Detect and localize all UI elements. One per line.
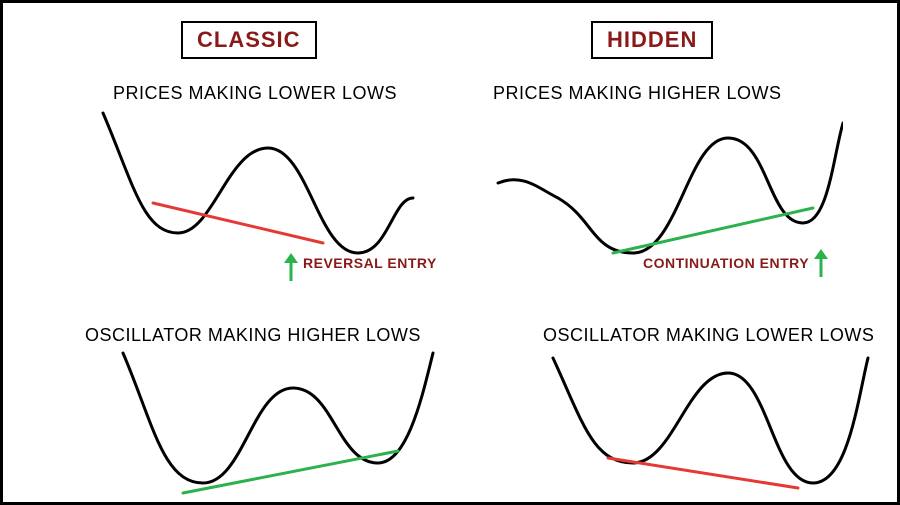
header-classic: CLASSIC [181, 21, 317, 59]
wave-curve [498, 123, 843, 253]
header-hidden: HIDDEN [591, 21, 713, 59]
label-reversal-entry: REVERSAL ENTRY [303, 255, 437, 271]
trend-line [153, 203, 323, 243]
wave-curve [123, 353, 433, 483]
trend-line [613, 208, 813, 253]
diagram-frame: CLASSIC HIDDEN PRICES MAKING LOWER LOWS … [0, 0, 900, 505]
trend-line [608, 458, 798, 488]
panel-hidden-osc [538, 343, 878, 503]
arrow-continuation-entry-icon [811, 249, 831, 279]
panel-classic-osc [103, 343, 443, 503]
trend-line [183, 451, 398, 493]
wave-curve [103, 113, 413, 253]
panel-hidden-price [483, 103, 843, 263]
panel-classic-price [83, 103, 423, 263]
subhead-classic-price: PRICES MAKING LOWER LOWS [113, 83, 397, 104]
wave-curve [553, 358, 868, 483]
subhead-hidden-price: PRICES MAKING HIGHER LOWS [493, 83, 782, 104]
arrow-reversal-entry-icon [281, 253, 301, 283]
label-continuation-entry: CONTINUATION ENTRY [643, 255, 809, 271]
